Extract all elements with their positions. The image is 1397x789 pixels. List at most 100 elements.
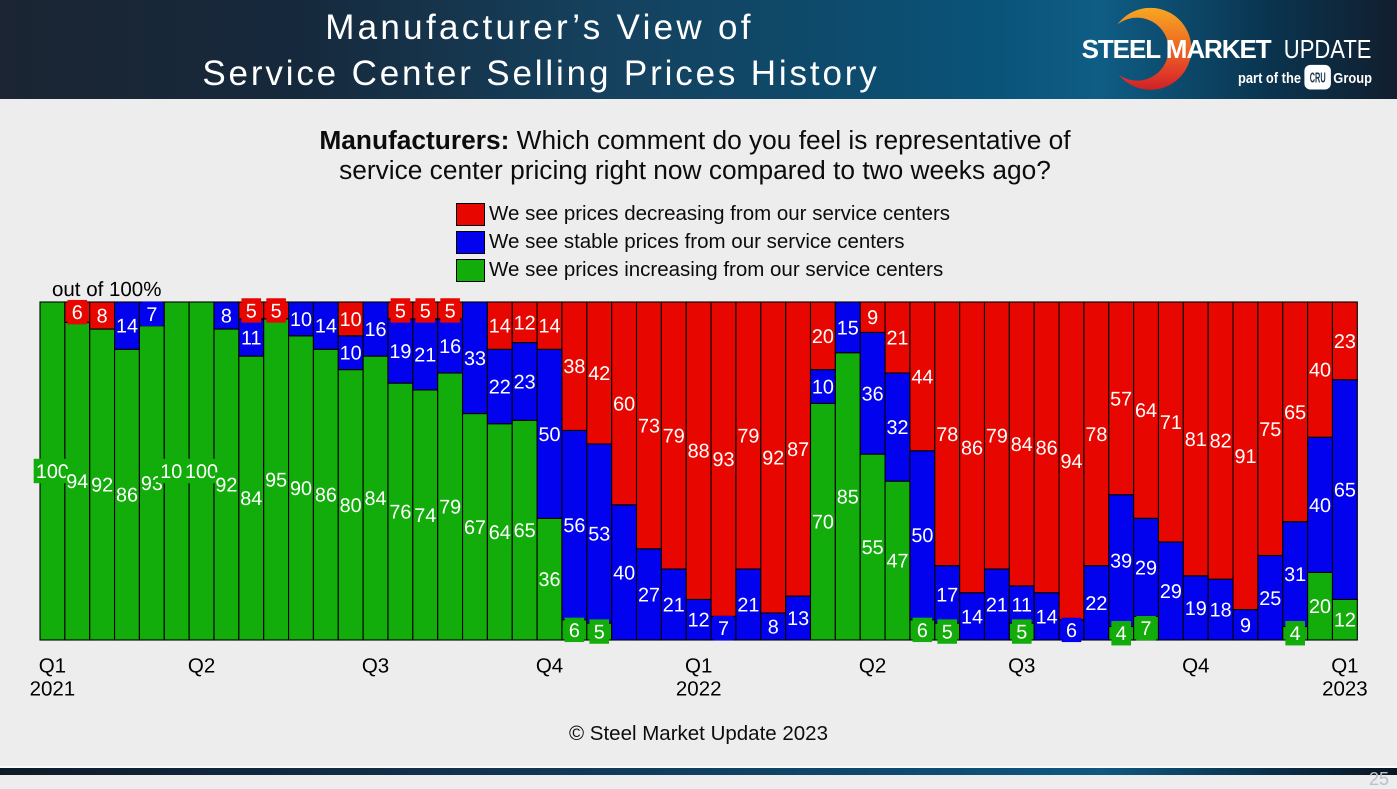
svg-text:56: 56 [563, 515, 585, 537]
svg-text:86: 86 [315, 485, 337, 507]
svg-text:7: 7 [1141, 618, 1152, 640]
svg-text:2023: 2023 [1322, 677, 1368, 700]
svg-text:STEEL MARKET: STEEL MARKET [1082, 34, 1272, 64]
svg-text:5: 5 [420, 300, 431, 322]
svg-text:16: 16 [439, 336, 461, 358]
svg-text:53: 53 [588, 524, 610, 546]
svg-text:20: 20 [812, 326, 834, 348]
svg-text:57: 57 [1110, 388, 1132, 410]
svg-text:80: 80 [340, 495, 362, 517]
svg-text:38: 38 [563, 356, 585, 378]
svg-text:32: 32 [886, 417, 908, 439]
svg-text:Group: Group [1333, 69, 1372, 86]
svg-text:85: 85 [837, 486, 859, 508]
svg-text:11: 11 [241, 327, 262, 349]
svg-text:25: 25 [1259, 588, 1281, 610]
svg-text:21: 21 [986, 595, 1008, 617]
svg-text:92: 92 [91, 475, 113, 497]
svg-text:67: 67 [464, 517, 486, 539]
svg-text:64: 64 [489, 522, 511, 544]
svg-text:8: 8 [97, 306, 108, 328]
svg-text:12: 12 [688, 610, 710, 632]
svg-text:94: 94 [66, 471, 88, 493]
svg-text:14: 14 [489, 316, 511, 338]
svg-text:31: 31 [1284, 564, 1306, 586]
svg-text:16: 16 [365, 319, 387, 341]
svg-text:22: 22 [1085, 593, 1107, 615]
svg-text:10: 10 [340, 309, 362, 331]
svg-text:79: 79 [439, 496, 461, 518]
svg-text:55: 55 [862, 537, 884, 559]
svg-text:UPDATE: UPDATE [1284, 34, 1372, 64]
svg-text:64: 64 [1135, 400, 1157, 422]
svg-text:50: 50 [539, 424, 561, 446]
svg-text:6: 6 [72, 302, 83, 324]
svg-text:90: 90 [290, 478, 312, 500]
svg-text:76: 76 [389, 502, 411, 524]
svg-text:86: 86 [116, 485, 138, 507]
svg-text:40: 40 [1309, 360, 1331, 382]
svg-text:21: 21 [663, 595, 685, 617]
svg-text:50: 50 [911, 525, 933, 547]
svg-text:71: 71 [1160, 412, 1182, 434]
svg-text:15: 15 [837, 317, 859, 339]
svg-text:14: 14 [539, 316, 561, 338]
svg-text:79: 79 [663, 426, 685, 448]
svg-text:4: 4 [1116, 623, 1127, 645]
svg-text:65: 65 [1334, 480, 1356, 502]
svg-text:65: 65 [514, 520, 536, 542]
svg-text:92: 92 [215, 475, 237, 497]
svg-text:70: 70 [812, 512, 834, 534]
svg-text:7: 7 [146, 304, 157, 326]
svg-text:2021: 2021 [30, 677, 76, 700]
svg-text:36: 36 [862, 383, 884, 405]
svg-text:14: 14 [116, 316, 138, 338]
svg-text:8: 8 [768, 616, 779, 638]
svg-text:5: 5 [1016, 622, 1027, 644]
svg-text:88: 88 [688, 441, 710, 463]
svg-text:92: 92 [762, 447, 784, 469]
svg-text:78: 78 [1085, 424, 1107, 446]
svg-text:12: 12 [514, 312, 536, 334]
svg-text:84: 84 [240, 488, 262, 510]
svg-text:13: 13 [787, 608, 809, 630]
svg-text:9: 9 [867, 307, 878, 329]
svg-text:79: 79 [737, 426, 759, 448]
svg-text:6: 6 [1066, 620, 1077, 642]
svg-text:14: 14 [315, 316, 337, 338]
svg-text:5: 5 [271, 300, 282, 322]
svg-text:100: 100 [185, 461, 218, 483]
svg-text:100: 100 [36, 461, 69, 483]
svg-text:12: 12 [1334, 610, 1356, 632]
svg-text:Q2: Q2 [188, 655, 215, 678]
svg-text:29: 29 [1160, 581, 1182, 603]
svg-text:8: 8 [221, 306, 232, 328]
svg-text:33: 33 [464, 348, 486, 370]
svg-text:Q2: Q2 [859, 655, 886, 678]
svg-text:19: 19 [1185, 598, 1207, 620]
svg-text:5: 5 [246, 300, 257, 322]
svg-text:18: 18 [1210, 600, 1232, 622]
svg-text:10: 10 [812, 377, 834, 399]
svg-text:93: 93 [141, 473, 163, 495]
svg-text:36: 36 [539, 569, 561, 591]
svg-text:6: 6 [917, 620, 928, 642]
svg-text:94: 94 [1060, 451, 1082, 473]
svg-text:10: 10 [290, 309, 312, 331]
svg-text:65: 65 [1284, 402, 1306, 424]
svg-text:40: 40 [613, 562, 635, 584]
svg-text:23: 23 [1334, 331, 1356, 353]
svg-text:79: 79 [986, 426, 1008, 448]
svg-text:Q1: Q1 [39, 655, 66, 678]
svg-text:5: 5 [445, 300, 456, 322]
svg-text:60: 60 [613, 393, 635, 415]
svg-text:73: 73 [638, 415, 660, 437]
svg-text:14: 14 [1036, 606, 1058, 628]
svg-text:19: 19 [389, 341, 411, 363]
svg-text:21: 21 [886, 327, 908, 349]
svg-text:86: 86 [1036, 437, 1058, 459]
svg-text:29: 29 [1135, 557, 1157, 579]
svg-text:42: 42 [588, 363, 610, 385]
svg-text:40: 40 [1309, 495, 1331, 517]
svg-text:5: 5 [942, 622, 953, 644]
